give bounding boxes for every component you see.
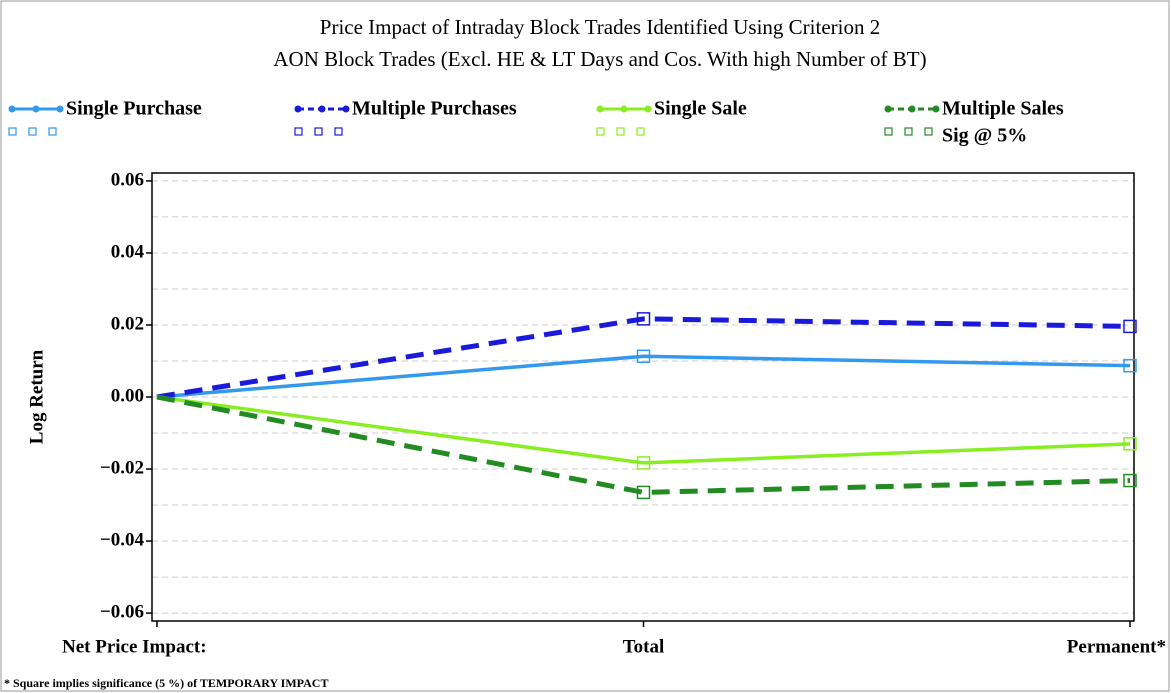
sig-marker bbox=[636, 349, 651, 364]
legend-square bbox=[294, 127, 303, 136]
legend-dot bbox=[318, 105, 326, 113]
legend-label: Single Sale bbox=[654, 98, 747, 120]
y-axis-label: Log Return bbox=[26, 349, 47, 444]
x-tick-label: Total bbox=[623, 636, 665, 657]
legend-dot bbox=[342, 105, 350, 113]
legend-square bbox=[924, 127, 933, 136]
y-tick-label: 0.00 bbox=[111, 385, 144, 406]
y-tick-label: 0.04 bbox=[111, 241, 145, 262]
legend-dot bbox=[56, 105, 64, 113]
legend-square bbox=[334, 127, 343, 136]
y-tick-label: −0.02 bbox=[100, 457, 144, 478]
legend-square bbox=[596, 127, 605, 136]
chart-subtitle: AON Block Trades (Excl. HE & LT Days and… bbox=[273, 47, 926, 71]
legend-dot bbox=[932, 105, 940, 113]
legend-square bbox=[884, 127, 893, 136]
legend-dot bbox=[644, 105, 652, 113]
series-line bbox=[156, 395, 1131, 465]
legend-dot bbox=[294, 105, 302, 113]
y-tick-label: 0.06 bbox=[111, 169, 144, 190]
series-line bbox=[156, 354, 1131, 399]
y-tick-label: −0.04 bbox=[100, 529, 145, 550]
sig-marker bbox=[636, 485, 651, 500]
chart-title: Price Impact of Intraday Block Trades Id… bbox=[320, 15, 880, 39]
legend-square bbox=[28, 127, 37, 136]
legend-label: Single Purchase bbox=[66, 98, 202, 120]
legend-square bbox=[8, 127, 17, 136]
legend-square bbox=[904, 127, 913, 136]
x-tick-label: Permanent* bbox=[1067, 636, 1166, 657]
legend-dot bbox=[8, 105, 16, 113]
footnote: * Square implies significance (5 %) of T… bbox=[4, 676, 328, 690]
legend-dot bbox=[32, 105, 40, 113]
sig-marker bbox=[1123, 473, 1137, 488]
legend-label: Multiple Purchases bbox=[352, 98, 517, 120]
legend-dot bbox=[596, 105, 604, 113]
legend-label: Multiple Sales bbox=[942, 98, 1064, 120]
sig-marker bbox=[1123, 437, 1137, 451]
y-tick-label: 0.02 bbox=[111, 313, 144, 334]
legend-square bbox=[636, 127, 645, 136]
legend-square bbox=[314, 127, 323, 136]
series-line bbox=[156, 394, 1131, 495]
legend-dot bbox=[908, 105, 916, 113]
legend-label: Sig @ 5% bbox=[942, 125, 1027, 147]
x-tick-label: Net Price Impact: bbox=[62, 636, 207, 657]
sig-marker bbox=[1123, 358, 1137, 373]
legend-dot bbox=[620, 105, 628, 113]
series-line bbox=[156, 316, 1131, 400]
sig-marker bbox=[1123, 319, 1137, 334]
legend-square bbox=[616, 127, 625, 136]
y-tick-label: −0.06 bbox=[100, 601, 144, 622]
sig-marker bbox=[636, 312, 651, 326]
sig-marker bbox=[636, 456, 651, 470]
legend-dot bbox=[884, 105, 892, 113]
legend-square bbox=[48, 127, 57, 136]
